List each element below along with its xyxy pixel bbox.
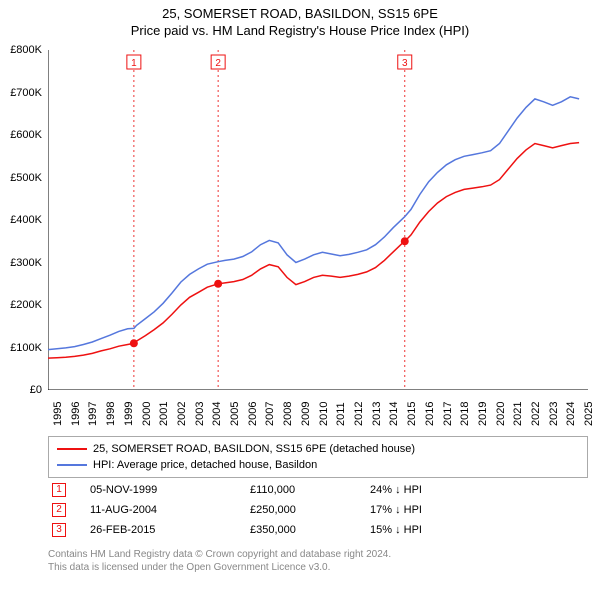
marker-diff-1: 17% ↓ HPI bbox=[370, 504, 490, 516]
y-tick-label: £500K bbox=[10, 172, 42, 184]
svg-text:2: 2 bbox=[215, 58, 221, 69]
marker-price-2: £350,000 bbox=[250, 524, 370, 536]
marker-row-2: 3 26-FEB-2015 £350,000 15% ↓ HPI bbox=[48, 520, 588, 540]
x-tick-label: 2013 bbox=[371, 402, 383, 426]
y-tick-label: £0 bbox=[30, 384, 42, 396]
footer-note: Contains HM Land Registry data © Crown c… bbox=[48, 548, 588, 574]
markers-table: 1 05-NOV-1999 £110,000 24% ↓ HPI 2 11-AU… bbox=[48, 480, 588, 540]
legend-swatch-0 bbox=[57, 448, 87, 450]
legend-swatch-1 bbox=[57, 464, 87, 466]
y-tick-label: £100K bbox=[10, 342, 42, 354]
x-tick-label: 2014 bbox=[388, 402, 400, 426]
x-tick-label: 1996 bbox=[70, 402, 82, 426]
legend-label-1: HPI: Average price, detached house, Basi… bbox=[93, 459, 317, 471]
x-tick-label: 1997 bbox=[87, 402, 99, 426]
footer-line1: Contains HM Land Registry data © Crown c… bbox=[48, 548, 588, 561]
x-tick-label: 2019 bbox=[477, 402, 489, 426]
marker-date-0: 05-NOV-1999 bbox=[90, 484, 250, 496]
x-tick-label: 2007 bbox=[264, 402, 276, 426]
legend-row-0: 25, SOMERSET ROAD, BASILDON, SS15 6PE (d… bbox=[57, 441, 579, 457]
x-tick-label: 2021 bbox=[512, 402, 524, 426]
y-axis-labels: £0£100K£200K£300K£400K£500K£600K£700K£80… bbox=[0, 50, 46, 390]
x-tick-label: 2009 bbox=[300, 402, 312, 426]
x-tick-label: 2022 bbox=[530, 402, 542, 426]
svg-text:1: 1 bbox=[131, 58, 137, 69]
x-tick-label: 2016 bbox=[424, 402, 436, 426]
marker-diff-0: 24% ↓ HPI bbox=[370, 484, 490, 496]
root: 25, SOMERSET ROAD, BASILDON, SS15 6PE Pr… bbox=[0, 0, 600, 590]
x-tick-label: 2002 bbox=[176, 402, 188, 426]
marker-date-1: 11-AUG-2004 bbox=[90, 504, 250, 516]
x-tick-label: 2011 bbox=[335, 402, 347, 426]
chart-svg: 1 2 3 bbox=[48, 50, 588, 390]
x-tick-label: 1999 bbox=[123, 402, 135, 426]
svg-text:3: 3 bbox=[402, 58, 408, 69]
x-tick-label: 2010 bbox=[318, 402, 330, 426]
legend-row-1: HPI: Average price, detached house, Basi… bbox=[57, 457, 579, 473]
x-tick-label: 2006 bbox=[247, 402, 259, 426]
y-tick-label: £400K bbox=[10, 214, 42, 226]
x-tick-label: 2023 bbox=[548, 402, 560, 426]
x-tick-label: 2015 bbox=[406, 402, 418, 426]
marker-date-2: 26-FEB-2015 bbox=[90, 524, 250, 536]
x-tick-label: 2024 bbox=[565, 402, 577, 426]
marker-price-1: £250,000 bbox=[250, 504, 370, 516]
x-tick-label: 1995 bbox=[52, 402, 64, 426]
marker-row-1: 2 11-AUG-2004 £250,000 17% ↓ HPI bbox=[48, 500, 588, 520]
y-tick-label: £600K bbox=[10, 129, 42, 141]
title-block: 25, SOMERSET ROAD, BASILDON, SS15 6PE Pr… bbox=[0, 0, 600, 40]
x-tick-label: 2017 bbox=[442, 402, 454, 426]
x-tick-label: 2004 bbox=[211, 402, 223, 426]
marker-badge-0: 1 bbox=[52, 483, 66, 497]
marker-badge-1: 2 bbox=[52, 503, 66, 517]
y-tick-label: £700K bbox=[10, 87, 42, 99]
x-tick-label: 2003 bbox=[194, 402, 206, 426]
footer-line2: This data is licensed under the Open Gov… bbox=[48, 561, 588, 574]
x-tick-label: 1998 bbox=[105, 402, 117, 426]
marker-badge-2: 3 bbox=[52, 523, 66, 537]
chart-area: 1 2 3 bbox=[48, 50, 588, 390]
title-line2: Price paid vs. HM Land Registry's House … bbox=[0, 23, 600, 38]
legend: 25, SOMERSET ROAD, BASILDON, SS15 6PE (d… bbox=[48, 436, 588, 478]
x-tick-label: 2005 bbox=[229, 402, 241, 426]
x-tick-label: 2001 bbox=[158, 402, 170, 426]
legend-label-0: 25, SOMERSET ROAD, BASILDON, SS15 6PE (d… bbox=[93, 443, 415, 455]
marker-diff-2: 15% ↓ HPI bbox=[370, 524, 490, 536]
x-tick-label: 2018 bbox=[459, 402, 471, 426]
y-tick-label: £200K bbox=[10, 299, 42, 311]
marker-row-0: 1 05-NOV-1999 £110,000 24% ↓ HPI bbox=[48, 480, 588, 500]
y-tick-label: £300K bbox=[10, 257, 42, 269]
x-axis-labels: 1995 1996 1997 1998 1999 2000 2001 2002 2003 2004… bbox=[48, 392, 588, 432]
x-tick-label: 2020 bbox=[495, 402, 507, 426]
x-tick-label: 2025 bbox=[583, 402, 595, 426]
x-tick-label: 2000 bbox=[141, 402, 153, 426]
title-line1: 25, SOMERSET ROAD, BASILDON, SS15 6PE bbox=[0, 6, 600, 21]
marker-price-0: £110,000 bbox=[250, 484, 370, 496]
x-tick-label: 2012 bbox=[353, 402, 365, 426]
y-tick-label: £800K bbox=[10, 44, 42, 56]
x-tick-label: 2008 bbox=[282, 402, 294, 426]
